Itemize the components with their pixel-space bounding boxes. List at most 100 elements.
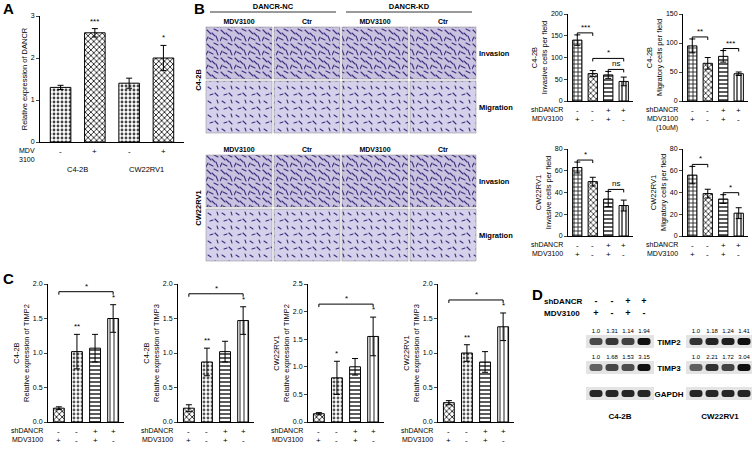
svg-text:+: + xyxy=(93,427,98,436)
svg-text:150: 150 xyxy=(666,10,678,17)
svg-text:-: - xyxy=(372,436,375,445)
svg-text:-: - xyxy=(242,436,245,445)
svg-text:**: ** xyxy=(697,27,703,36)
svg-text:*: * xyxy=(215,284,218,293)
svg-text:Ctr: Ctr xyxy=(438,146,448,153)
svg-text:1.0: 1.0 xyxy=(163,349,173,356)
svg-text:TIMP3: TIMP3 xyxy=(657,364,681,373)
svg-text:MDV3100: MDV3100 xyxy=(402,436,433,443)
svg-text:+: + xyxy=(621,106,626,115)
svg-text:*: * xyxy=(729,183,732,192)
svg-text:CW22RV1Migratory cells per fie: CW22RV1Migratory cells per field xyxy=(649,154,668,231)
svg-text:1.5: 1.5 xyxy=(423,315,433,322)
svg-text:Migration: Migration xyxy=(479,231,513,240)
svg-text:MDV3100: MDV3100 xyxy=(19,147,35,163)
svg-text:-: - xyxy=(643,308,646,318)
svg-text:+: + xyxy=(111,427,116,436)
svg-text:+: + xyxy=(223,436,228,445)
svg-text:C4-2B: C4-2B xyxy=(608,412,631,421)
svg-text:MDV3100: MDV3100 xyxy=(223,18,254,25)
svg-text:-: - xyxy=(737,250,740,259)
svg-text:80: 80 xyxy=(670,145,678,152)
svg-text:+: + xyxy=(446,436,451,445)
svg-text:ns: ns xyxy=(612,59,620,68)
svg-text:C4-2BRelative expression of TI: C4-2BRelative expression of TIMP3 xyxy=(142,304,161,402)
svg-text:GAPDH: GAPDH xyxy=(655,390,684,399)
svg-text:100: 100 xyxy=(666,39,678,46)
svg-text:shDANCR: shDANCR xyxy=(141,427,173,434)
svg-text:3: 3 xyxy=(31,12,35,19)
svg-text:TIMP2: TIMP2 xyxy=(657,338,681,347)
svg-text:MDV3100: MDV3100 xyxy=(12,436,43,443)
svg-text:Ctr: Ctr xyxy=(302,18,312,25)
svg-text:CW22RV1Invasive cells per fiel: CW22RV1Invasive cells per field xyxy=(534,156,553,229)
svg-text:1.5: 1.5 xyxy=(293,336,303,343)
svg-text:-: - xyxy=(187,427,190,436)
svg-text:-: - xyxy=(737,115,740,124)
svg-text:+: + xyxy=(371,427,376,436)
svg-text:Relative expression of DANCR: Relative expression of DANCR xyxy=(20,27,29,130)
svg-text:CW22RV1: CW22RV1 xyxy=(194,190,203,225)
svg-text:-: - xyxy=(128,147,131,156)
svg-text:shDANCR: shDANCR xyxy=(544,297,582,306)
svg-text:20: 20 xyxy=(670,211,678,218)
svg-text:+: + xyxy=(690,115,695,124)
svg-text:*: * xyxy=(372,305,375,314)
svg-text:+: + xyxy=(606,250,611,259)
svg-text:+: + xyxy=(483,436,488,445)
svg-text:*: * xyxy=(345,294,348,303)
svg-text:shDANCR: shDANCR xyxy=(271,427,303,434)
svg-text:Migration: Migration xyxy=(479,103,513,112)
svg-text:***: *** xyxy=(90,17,99,26)
svg-text:C4-2BInvasive cells per field: C4-2BInvasive cells per field xyxy=(530,21,549,94)
svg-text:0.5: 0.5 xyxy=(423,384,433,391)
svg-text:+: + xyxy=(641,296,646,306)
svg-text:MDV3100: MDV3100 xyxy=(532,250,563,257)
svg-text:60: 60 xyxy=(670,167,678,174)
svg-text:MDV3100: MDV3100 xyxy=(359,18,390,25)
svg-text:0.0: 0.0 xyxy=(293,418,303,425)
svg-text:+: + xyxy=(483,427,488,436)
svg-text:+: + xyxy=(625,296,630,306)
svg-text:0.0: 0.0 xyxy=(33,418,43,425)
svg-text:+: + xyxy=(186,436,191,445)
svg-text:+: + xyxy=(606,115,611,124)
svg-text:-: - xyxy=(611,296,614,306)
svg-text:+: + xyxy=(575,115,580,124)
svg-text:DANCR-NC: DANCR-NC xyxy=(253,2,294,11)
svg-text:1.68: 1.68 xyxy=(606,354,618,360)
svg-text:Invasion: Invasion xyxy=(479,49,510,58)
svg-text:+: + xyxy=(721,106,726,115)
svg-text:-: - xyxy=(622,250,625,259)
svg-text:0.0: 0.0 xyxy=(163,418,173,425)
svg-text:+: + xyxy=(593,308,598,318)
svg-text:*: * xyxy=(242,295,245,304)
svg-text:-: - xyxy=(576,241,579,250)
svg-text:shDANCR: shDANCR xyxy=(531,106,563,113)
svg-text:+: + xyxy=(353,427,358,436)
svg-text:+: + xyxy=(606,241,611,250)
svg-text:20: 20 xyxy=(555,211,563,218)
svg-text:+: + xyxy=(353,436,358,445)
svg-text:CW22RV1: CW22RV1 xyxy=(701,412,739,421)
svg-text:CW22RV1Relative expression of: CW22RV1Relative expression of TIMP3 xyxy=(402,304,421,402)
svg-text:Ctr: Ctr xyxy=(302,146,312,153)
svg-text:***: *** xyxy=(581,23,590,32)
svg-text:MDV3100: MDV3100 xyxy=(223,146,254,153)
svg-text:-: - xyxy=(112,436,115,445)
svg-text:100: 100 xyxy=(551,54,563,61)
svg-text:+: + xyxy=(736,241,741,250)
svg-text:1.0: 1.0 xyxy=(692,354,701,360)
svg-text:1: 1 xyxy=(31,96,35,103)
svg-text:*: * xyxy=(502,301,505,310)
svg-text:1.0: 1.0 xyxy=(592,328,601,334)
svg-text:-: - xyxy=(75,427,78,436)
svg-text:MDV3100: MDV3100 xyxy=(544,309,580,318)
svg-text:C4-2B: C4-2B xyxy=(67,165,88,174)
svg-text:3.04: 3.04 xyxy=(738,354,750,360)
svg-text:1.0: 1.0 xyxy=(423,349,433,356)
svg-text:1.0: 1.0 xyxy=(293,363,303,370)
svg-text:-: - xyxy=(691,241,694,250)
svg-text:C4-2BMigratory cells per field: C4-2BMigratory cells per field xyxy=(645,19,664,96)
svg-text:+: + xyxy=(606,106,611,115)
